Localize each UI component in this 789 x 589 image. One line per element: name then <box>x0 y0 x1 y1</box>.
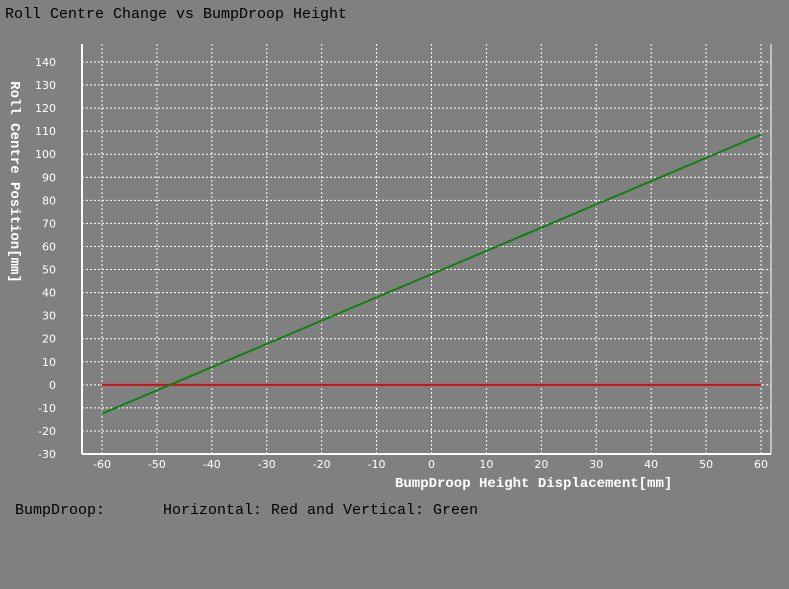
y-tick-label: 50 <box>42 264 56 277</box>
x-tick-label: -50 <box>148 458 166 471</box>
series-lines <box>101 133 762 415</box>
x-axis-label: BumpDroop Height Displacement[mm] <box>395 476 673 492</box>
y-tick-label: 110 <box>35 125 56 138</box>
x-tick-label: -60 <box>93 458 111 471</box>
x-tick-label: 40 <box>644 458 658 471</box>
x-tick-label: 60 <box>754 458 768 471</box>
x-tick-label: 20 <box>534 458 548 471</box>
series-line-vertical <box>101 133 762 415</box>
x-axis-ticks: -60 -50 -40 -30 -20 -10 0 10 20 30 40 50 60 <box>93 458 768 471</box>
y-tick-label: 40 <box>42 287 56 300</box>
x-tick-label: -10 <box>368 458 386 471</box>
y-tick-label: 10 <box>42 356 56 369</box>
y-tick-label: 70 <box>42 217 56 230</box>
y-tick-label: 100 <box>35 148 56 161</box>
x-tick-label: 50 <box>699 458 713 471</box>
y-tick-label: -10 <box>38 402 56 415</box>
y-tick-label: 120 <box>35 102 56 115</box>
y-tick-label: 130 <box>35 79 56 92</box>
x-tick-label: 0 <box>428 458 435 471</box>
y-tick-label: 0 <box>49 379 56 392</box>
grid-lines <box>82 44 771 455</box>
x-tick-label: 30 <box>589 458 603 471</box>
y-tick-label: 30 <box>42 310 56 323</box>
y-tick-label: 60 <box>42 240 56 253</box>
y-tick-label: 20 <box>42 333 56 346</box>
x-tick-label: -30 <box>258 458 276 471</box>
y-axis-ticks: -30 -20 -10 0 10 20 30 40 50 60 70 80 90 100 110 120 130… <box>35 56 56 461</box>
y-tick-label: -30 <box>38 448 56 461</box>
y-tick-label: 80 <box>42 194 56 207</box>
y-tick-label: 90 <box>42 171 56 184</box>
x-tick-label: -40 <box>203 458 221 471</box>
y-tick-label: 140 <box>35 56 56 69</box>
x-tick-label: 10 <box>479 458 493 471</box>
x-tick-label: -20 <box>313 458 331 471</box>
legend-label: BumpDroop: <box>15 502 106 519</box>
y-tick-label: -20 <box>38 425 56 438</box>
legend-description: Horizontal: Red and Vertical: Green <box>163 502 479 519</box>
axes <box>81 44 772 455</box>
chart-title: Roll Centre Change vs BumpDroop Height <box>5 6 348 23</box>
